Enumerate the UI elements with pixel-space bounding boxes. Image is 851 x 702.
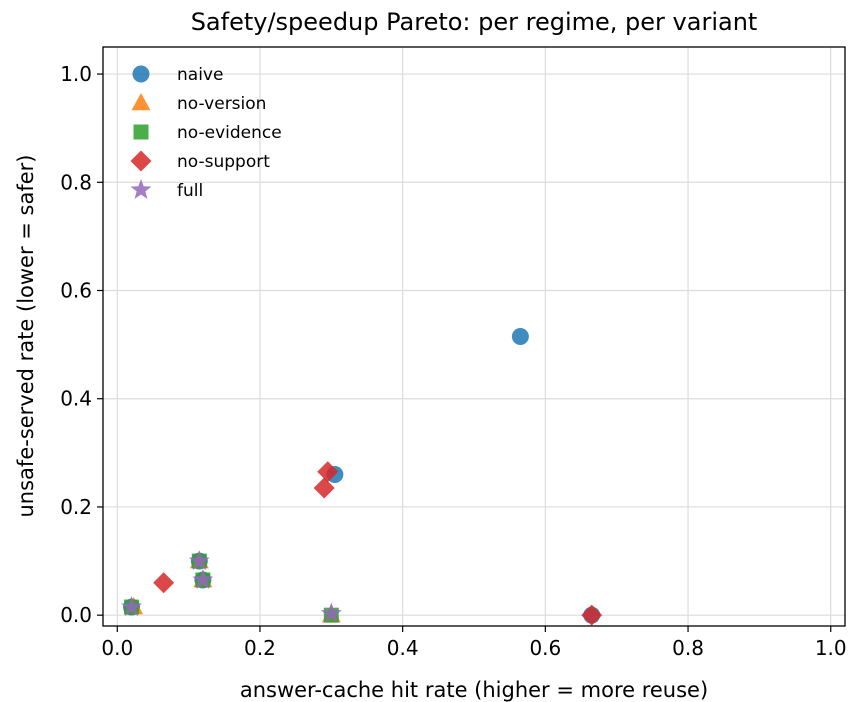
data-points [121,328,603,626]
series-naive [123,328,601,624]
x-tick-label: 0.6 [529,636,561,660]
y-tick-label: 0.4 [60,387,92,411]
no-support-diamond-point [153,572,175,594]
naive-circle-point [511,328,529,345]
legend-item-no-support: no-support [130,150,270,172]
series-no-version [124,551,341,623]
x-tick-label: 0.0 [101,636,133,660]
y-tick-label: 0.6 [60,279,92,303]
legend-label: naive [177,65,223,85]
legend-star-marker [130,179,152,199]
legend-label: full [177,181,203,201]
x-tick-label: 0.8 [672,636,704,660]
series-no-evidence [124,553,339,623]
legend-square-marker [133,124,149,140]
full-star-point [320,602,342,623]
y-tick-label: 0.8 [60,170,92,194]
full-star-point [192,569,214,589]
x-axis-title: answer-cache hit rate (higher = more reu… [240,678,708,702]
legend-item-no-version: no-version [131,93,266,114]
y-tick-label: 0.0 [60,603,92,627]
full-star-point [188,550,210,570]
series-no-support [153,461,603,626]
no-support-diamond-point [581,604,603,626]
legend-label: no-evidence [177,123,282,143]
no-support-diamond-point [317,461,339,483]
grid-lines [103,47,845,626]
plot-frame [102,46,846,627]
legend-circle-marker [132,65,150,83]
series-full [121,550,342,623]
legend-triangle-marker [131,93,151,111]
x-tick-label: 0.2 [244,636,276,660]
legend-label: no-support [177,152,270,172]
y-tick-label: 0.2 [60,495,92,519]
legend: naive no-version no-evidence no-support full [130,65,282,201]
legend-item-naive: naive [132,65,223,85]
y-tick-label: 1.0 [60,62,92,86]
axis-ticks: 0.0 0.2 0.4 0.6 0.8 1.0 0.0 0.2 0.4 0.6 0.8 1.0 [60,62,846,660]
full-star-point [121,596,142,616]
legend-item-no-evidence: no-evidence [133,123,282,143]
legend-diamond-marker [130,150,152,172]
legend-item-full: full [130,179,203,201]
x-tick-label: 1.0 [815,636,847,660]
y-axis-title: unsafe-served rate (lower = safer) [14,155,38,518]
legend-label: no-version [177,94,266,114]
no-support-diamond-point [313,477,335,499]
x-tick-label: 0.4 [387,636,419,660]
chart-title: Safety/speedup Pareto: per regime, per v… [191,8,758,36]
